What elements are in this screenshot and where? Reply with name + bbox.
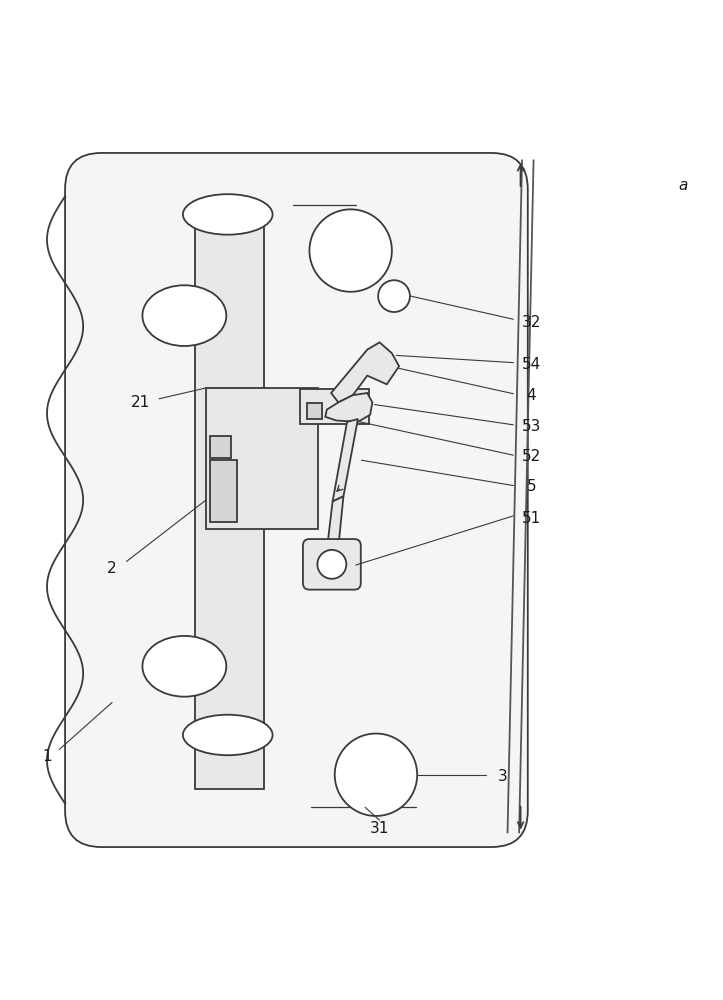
Text: 31: 31 — [370, 821, 389, 836]
Polygon shape — [333, 419, 358, 501]
Text: 3: 3 — [497, 769, 508, 784]
Ellipse shape — [142, 285, 226, 346]
Circle shape — [309, 209, 392, 292]
Bar — [307, 403, 322, 419]
Bar — [195, 218, 264, 789]
Text: 54: 54 — [522, 357, 541, 372]
Bar — [300, 389, 369, 424]
Circle shape — [335, 734, 417, 816]
Circle shape — [317, 550, 346, 579]
Ellipse shape — [183, 194, 273, 235]
FancyBboxPatch shape — [303, 539, 361, 590]
Text: 1: 1 — [42, 749, 52, 764]
Text: 21: 21 — [132, 395, 150, 410]
Text: 2: 2 — [107, 561, 117, 576]
Polygon shape — [327, 496, 343, 551]
Bar — [210, 460, 237, 522]
Text: 53: 53 — [522, 419, 541, 434]
Text: a: a — [679, 178, 688, 193]
Text: 4: 4 — [526, 388, 536, 403]
Circle shape — [378, 280, 410, 312]
Bar — [206, 388, 318, 529]
Bar — [210, 436, 231, 458]
Polygon shape — [325, 393, 372, 422]
Text: 5: 5 — [526, 479, 536, 494]
Ellipse shape — [142, 636, 226, 697]
Text: 52: 52 — [522, 449, 541, 464]
Ellipse shape — [183, 715, 273, 755]
Polygon shape — [331, 342, 399, 402]
Text: 32: 32 — [522, 315, 541, 330]
Text: 51: 51 — [522, 511, 541, 526]
FancyBboxPatch shape — [65, 153, 528, 847]
